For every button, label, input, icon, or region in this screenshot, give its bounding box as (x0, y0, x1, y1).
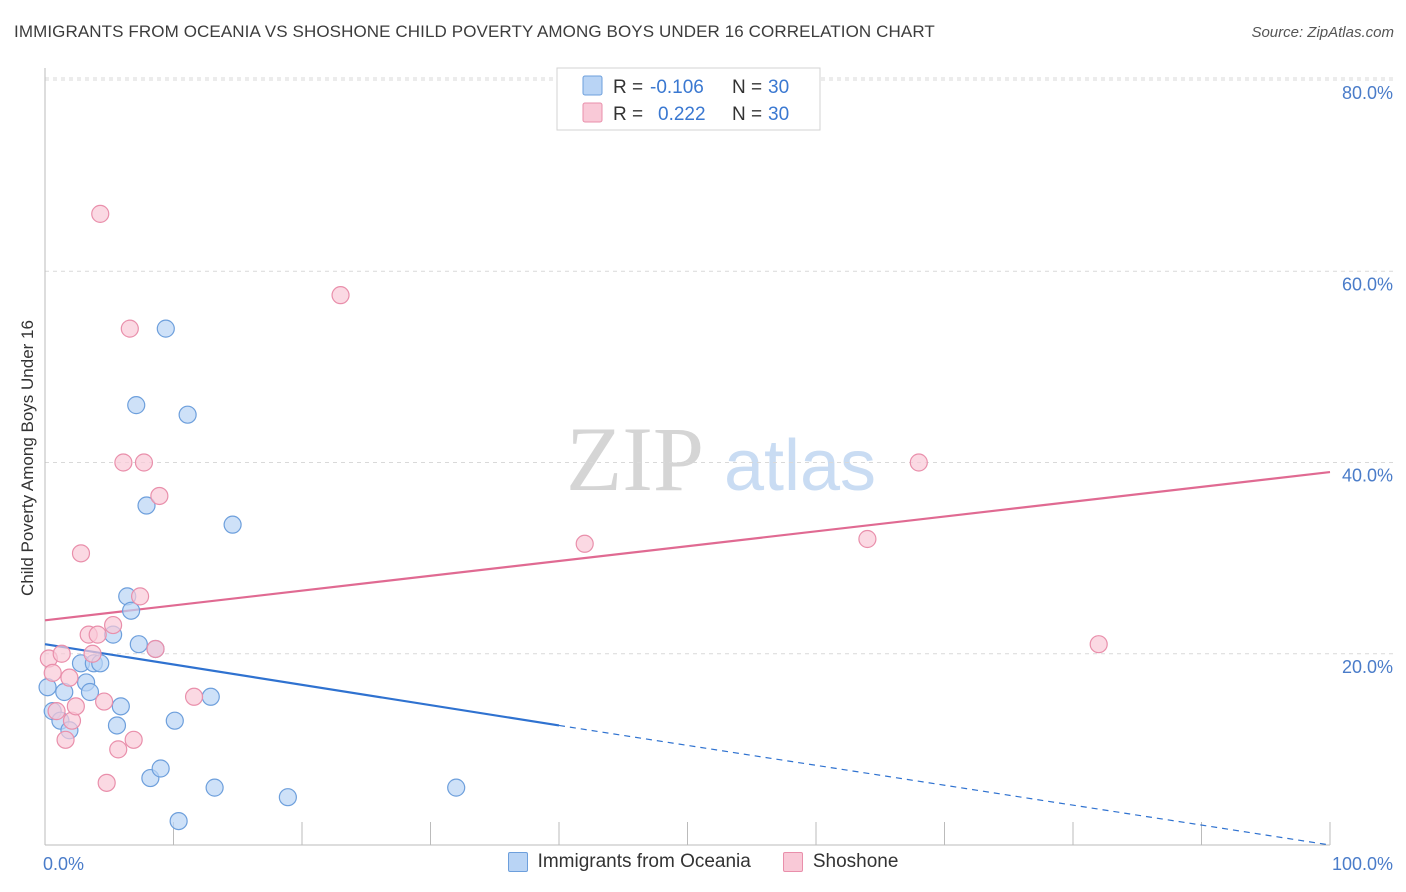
pink-data-point (1089, 635, 1108, 654)
stats-r-value-blue: -0.106 (650, 77, 704, 98)
blue-trend-extension (558, 724, 1331, 846)
blue-data-point (447, 778, 466, 797)
pink-data-point (91, 204, 110, 223)
legend-item-oceania: Immigrants from Oceania (507, 851, 751, 873)
legend-swatch-blue (507, 852, 528, 872)
pink-data-point (71, 544, 91, 563)
pink-data-point (575, 534, 594, 553)
stats-legend-box: R = -0.106 N = 30 R = 0.222 N = 30 (556, 67, 821, 131)
pink-data-point (331, 286, 350, 305)
stats-n-label-pink: N = (732, 104, 762, 125)
pink-data-point (858, 529, 877, 549)
blue-data-point (121, 601, 141, 620)
stats-swatch-pink (582, 102, 603, 123)
stats-n-value-blue: 30 (768, 77, 789, 98)
x-tick-label: 0.0% (43, 854, 84, 874)
pink-data-point (134, 453, 154, 472)
pink-data-point (109, 740, 128, 759)
chart-source: Source: ZipAtlas.com (1251, 24, 1394, 41)
blue-data-point (169, 811, 188, 831)
stats-n-value-pink: 30 (768, 104, 789, 125)
blue-data-point (205, 778, 224, 797)
blue-data-point (278, 788, 297, 807)
y-tick-label: 20.0% (1342, 657, 1393, 677)
pink-data-point (97, 773, 116, 792)
stats-r-label-blue: R = (613, 77, 643, 98)
legend-item-shoshone: Shoshone (782, 851, 899, 873)
bottom-legend: Immigrants from Oceania Shoshone (0, 851, 1406, 873)
pink-data-point (184, 687, 204, 706)
blue-data-point (223, 515, 242, 534)
pink-data-point (909, 453, 928, 472)
pink-data-point (43, 663, 62, 682)
blue-data-point (107, 716, 127, 735)
blue-data-point (137, 496, 156, 515)
blue-data-point (80, 682, 100, 702)
watermark-atlas: atlas (724, 426, 876, 506)
blue-data-point (111, 697, 130, 716)
pink-data-point (124, 730, 143, 749)
blue-data-point (165, 711, 184, 730)
pink-data-point (83, 644, 102, 663)
blue-data-point (178, 405, 197, 424)
pink-data-point (95, 692, 114, 711)
stats-swatch-blue (582, 75, 603, 96)
y-tick-label: 80.0% (1342, 83, 1393, 103)
pink-data-point (146, 639, 165, 659)
blue-trend-line (44, 643, 560, 727)
blue-data-point (156, 319, 175, 338)
pink-data-point (114, 453, 133, 472)
pink-data-point (130, 587, 150, 606)
pink-data-point (66, 697, 85, 716)
chart-title: IMMIGRANTS FROM OCEANIA VS SHOSHONE CHIL… (14, 22, 935, 41)
pink-trend-line (44, 470, 1331, 622)
blue-data-point (127, 396, 146, 415)
pink-data-point (60, 668, 79, 687)
pink-data-point (104, 615, 123, 635)
pink-data-point (52, 644, 71, 663)
y-tick-label: 40.0% (1342, 466, 1393, 486)
blue-data-point (151, 759, 170, 778)
pink-data-point (47, 702, 66, 721)
pink-data-point (88, 625, 107, 644)
x-tick-label: 100.0% (1332, 854, 1393, 874)
watermark-zip: ZIP (566, 408, 704, 510)
blue-data-point (129, 635, 148, 654)
y-tick-label: 60.0% (1342, 274, 1393, 294)
pink-data-point (56, 730, 75, 749)
legend-label-shoshone: Shoshone (812, 851, 899, 872)
stats-r-value-pink: 0.222 (658, 104, 706, 125)
pink-data-point (120, 319, 139, 338)
legend-label-oceania: Immigrants from Oceania (537, 851, 751, 872)
legend-swatch-pink (782, 852, 803, 872)
pink-data-point (150, 486, 169, 506)
stats-r-label-pink: R = (613, 104, 643, 125)
stats-n-label-blue: N = (732, 77, 762, 98)
blue-data-point (201, 687, 220, 706)
